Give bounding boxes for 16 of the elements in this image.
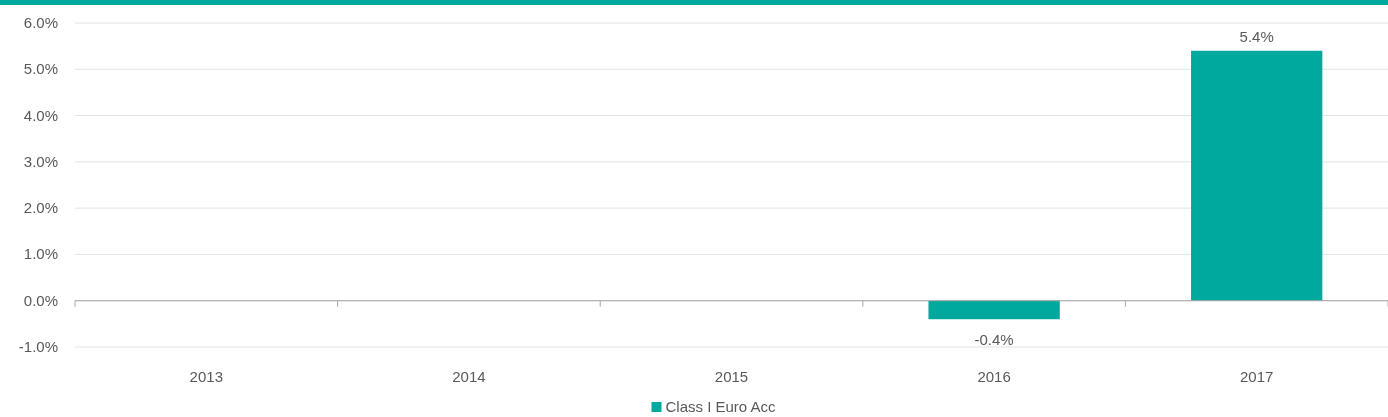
y-tick-label: 0.0% <box>23 291 58 309</box>
y-tick-label: 3.0% <box>23 152 58 170</box>
y-tick-label: -1.0% <box>18 338 58 355</box>
legend-label: Class I Euro Acc <box>665 398 777 415</box>
x-tick-label: 2015 <box>714 368 749 385</box>
y-tick-label: 4.0% <box>23 106 58 124</box>
x-tick-label: 2016 <box>977 368 1011 385</box>
y-tick-label: 1.0% <box>23 245 58 263</box>
y-tick-label: 6.0% <box>23 14 58 31</box>
x-tick-label: 2017 <box>1240 368 1274 385</box>
x-tick-label: 2014 <box>452 368 486 385</box>
y-tick-label: 5.0% <box>23 60 58 78</box>
y-tick-label: 2.0% <box>23 199 58 217</box>
x-tick-label: 2013 <box>189 368 223 385</box>
data-label: -0.4% <box>974 331 1014 349</box>
data-label: 5.4% <box>1239 27 1274 45</box>
